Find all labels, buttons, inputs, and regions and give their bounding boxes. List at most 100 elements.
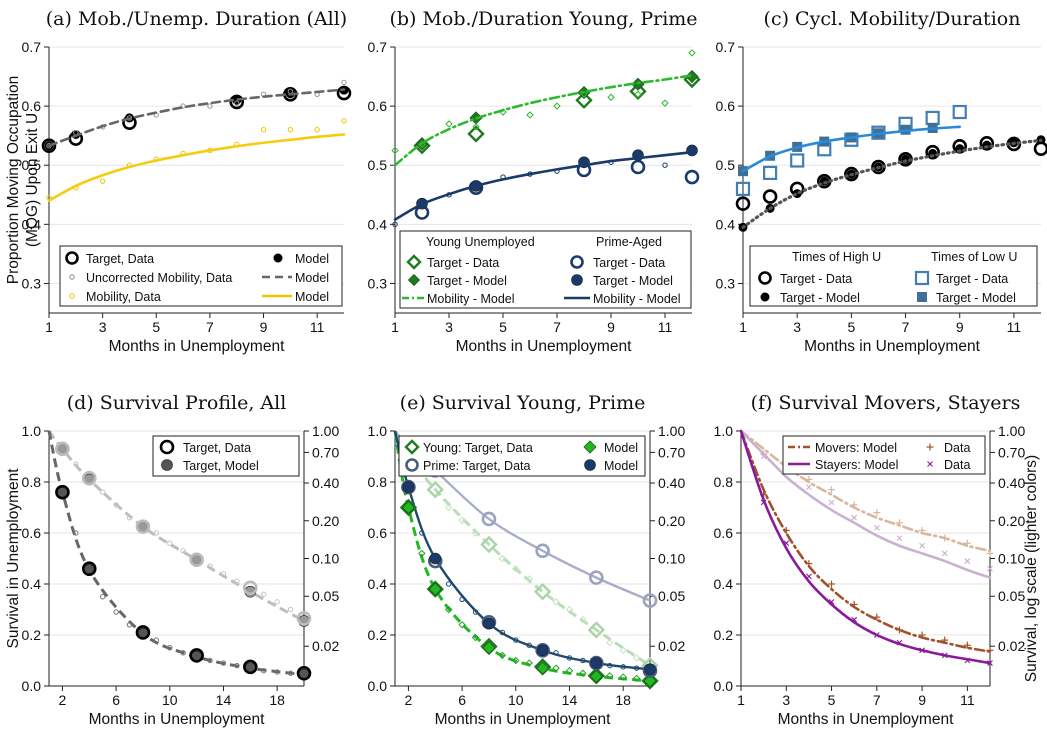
data-point (873, 613, 881, 621)
data-point (527, 171, 533, 177)
data-point (583, 440, 597, 454)
data-point (629, 82, 647, 101)
data-point (760, 499, 767, 506)
data-point (642, 593, 658, 608)
series-0 (413, 70, 701, 155)
y-tick-label: 0.7 (368, 39, 388, 55)
y-tick-label: 0.2 (714, 627, 734, 643)
data-point-stroke (927, 461, 933, 467)
x-tick-label: 9 (607, 319, 615, 335)
data-point (287, 606, 294, 613)
series-1 (44, 85, 349, 151)
data-point (608, 159, 614, 165)
panel-f: 0.0 0.2 0.4 0.6 0.8 1.0 1 3 5 7 9 11 1.00 0.70 0.40 0.2… (714, 392, 1040, 728)
data-point (914, 270, 930, 286)
data-point (918, 631, 926, 639)
data-point (69, 293, 75, 299)
data-point (41, 138, 57, 154)
legend-label: Movers: Model (815, 441, 897, 455)
data-point (287, 670, 294, 676)
data-point (429, 552, 442, 565)
x-axis-label: Months in Unemployment (109, 338, 285, 355)
series-2 (393, 74, 694, 167)
legend-label: Prime: Target, Data (423, 459, 531, 473)
data-point (498, 651, 507, 660)
data-point (161, 459, 173, 471)
data-point (806, 573, 812, 580)
data-point (533, 582, 552, 601)
data-point (419, 530, 425, 536)
data-point (113, 609, 119, 615)
data-point (296, 611, 312, 626)
y-right-tick-label: 0.02 (998, 638, 1025, 654)
data-point (552, 598, 560, 606)
y-right-tick-label: 0.70 (658, 444, 685, 460)
data-point (828, 486, 836, 494)
y-right-tick-label: 1.00 (998, 423, 1025, 439)
data-point (575, 91, 593, 109)
data-point (607, 662, 613, 669)
data-point (619, 673, 627, 681)
series-3 (391, 49, 696, 155)
data-point (565, 605, 574, 614)
data-point (987, 565, 993, 572)
x-axis-label: Months in Unemployment (804, 338, 980, 355)
y-tick-label: 0.8 (714, 474, 734, 490)
data-point (126, 515, 133, 521)
x-tick-label: 2 (405, 692, 413, 708)
y-axis-label: (MOG) Upon Exit U (24, 113, 41, 247)
data-point (685, 69, 699, 84)
data-point (428, 582, 442, 596)
series-5 (47, 133, 346, 202)
data-point (688, 49, 696, 57)
data-point (273, 253, 283, 263)
y-right-tick-label: 0.40 (998, 475, 1025, 491)
legend-label: Mobility - Model (427, 292, 515, 306)
data-point (404, 439, 420, 455)
data-point (620, 664, 626, 670)
data-point (536, 644, 549, 657)
series-0 (41, 85, 352, 154)
data-point (392, 221, 398, 228)
data-point (896, 535, 903, 541)
data-point (927, 461, 933, 467)
data-point (69, 274, 75, 280)
y-tick-label: 0.3 (368, 275, 388, 291)
y-axis-label: Survival in Unemployment (5, 468, 22, 649)
legend-label: Target - Model (936, 291, 1016, 305)
legend-label: Stayers: Model (815, 458, 898, 472)
data-point (261, 591, 267, 597)
data-point (482, 641, 496, 655)
data-point (630, 159, 646, 175)
data-point (391, 146, 399, 155)
x-tick-label: 5 (499, 319, 507, 335)
data-point (783, 540, 790, 547)
legend-label: Target - Data (427, 256, 499, 270)
data-point (234, 100, 240, 106)
legend-label: Target - Data (593, 256, 665, 270)
data-point (513, 637, 519, 643)
y-tick-label: 0.3 (22, 275, 42, 291)
data-point (579, 615, 587, 624)
x-tick-label: 9 (918, 692, 926, 708)
data-point (99, 178, 106, 184)
legend: Target, Data Target, Model (152, 435, 300, 477)
legend: Movers: Model Data Stayers: Model Data (782, 435, 986, 475)
series-6 (739, 429, 992, 665)
legend-label: Data (944, 441, 970, 455)
panel-title: (b) Mob./Duration Young, Prime (389, 8, 697, 30)
data-point (580, 90, 588, 98)
data-point (873, 525, 880, 531)
x-tick-label: 14 (562, 692, 578, 708)
data-point (99, 489, 106, 495)
data-point (167, 645, 173, 651)
legend-box (398, 435, 646, 477)
data-point (55, 484, 70, 500)
data-point-stroke (851, 514, 858, 521)
series-line (393, 150, 694, 221)
data-point (806, 484, 812, 490)
legend-box (59, 245, 343, 307)
legend-label: Target, Data (86, 252, 154, 266)
y-right-tick-label: 0.02 (312, 638, 339, 654)
